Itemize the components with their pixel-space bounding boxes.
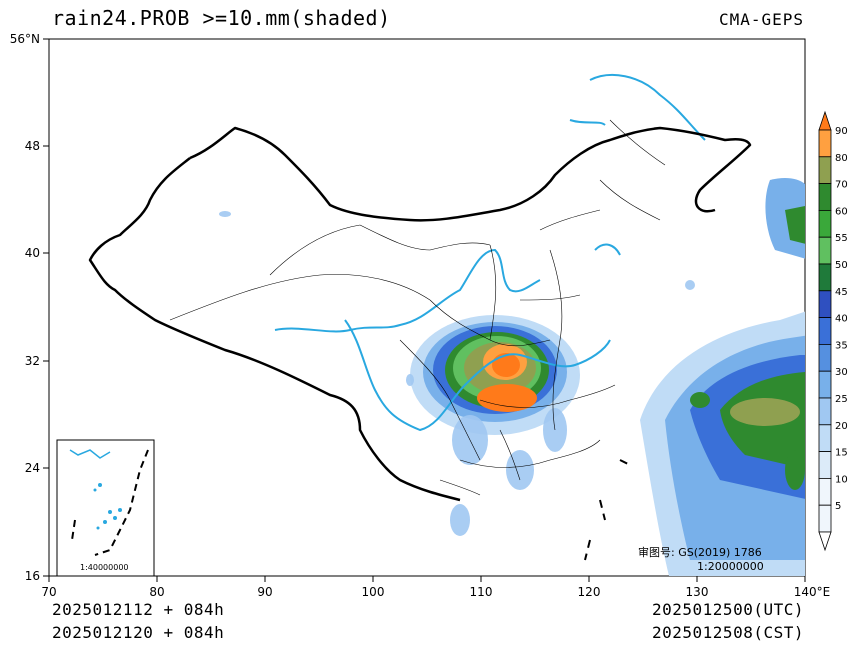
colorbar-level-label: 70	[835, 180, 848, 191]
latitude-axis: 56°N 48 40 32 24 16	[10, 32, 49, 583]
lat-tick-label: 24	[25, 461, 40, 475]
lat-tick-label: 16	[25, 569, 40, 583]
colorbar-level-label: 80	[835, 153, 848, 164]
colorbar-swatch	[819, 425, 831, 452]
colorbar: 90 80 70 60 55 50 45 40 35 30 25 20 15 10 5	[819, 112, 848, 550]
colorbar-top-arrow	[819, 112, 831, 130]
colorbar-level-label: 45	[835, 287, 848, 298]
colorbar-level-label: 50	[835, 260, 848, 271]
colorbar-level-label: 90	[835, 126, 848, 137]
colorbar-swatch	[819, 478, 831, 505]
lon-tick-label: 100	[362, 585, 385, 599]
lon-tick-label: 70	[41, 585, 56, 599]
valid-time-utc: 2025012500(UTC)	[652, 600, 804, 619]
forecast-map: 1:40000000 审图号: GS(2019) 1786 1:20000000…	[0, 0, 860, 600]
lon-tick-label: 140°E	[794, 585, 831, 599]
south-china-sea-inset: 1:40000000	[57, 440, 154, 576]
colorbar-level-label: 55	[835, 233, 848, 244]
colorbar-swatch	[819, 130, 831, 157]
longitude-axis: 70 80 90 100 110 120 130 140°E	[41, 576, 830, 599]
colorbar-level-label: 60	[835, 206, 848, 217]
lon-tick-label: 120	[578, 585, 601, 599]
inset-scale-label: 1:40000000	[80, 563, 129, 572]
colorbar-swatch	[819, 184, 831, 211]
colorbar-level-label: 40	[835, 314, 848, 325]
colorbar-swatch	[819, 157, 831, 184]
init-time-utc: 2025012112 + 084h	[52, 600, 224, 619]
colorbar-level-label: 35	[835, 340, 848, 351]
map-approval-number: 审图号: GS(2019) 1786	[638, 545, 762, 559]
colorbar-swatch	[819, 264, 831, 291]
colorbar-swatch	[819, 291, 831, 318]
lon-tick-label: 90	[257, 585, 272, 599]
lon-tick-label: 130	[686, 585, 709, 599]
colorbar-level-label: 25	[835, 394, 848, 405]
colorbar-swatch	[819, 237, 831, 264]
colorbar-swatch	[819, 371, 831, 398]
lon-tick-label: 80	[149, 585, 164, 599]
lat-tick-label: 56°N	[10, 32, 40, 46]
lat-tick-label: 32	[25, 354, 40, 368]
lon-tick-label: 110	[470, 585, 493, 599]
colorbar-swatch	[819, 344, 831, 371]
colorbar-swatch	[819, 505, 831, 532]
colorbar-swatch	[819, 210, 831, 237]
valid-time-cst: 2025012508(CST)	[652, 623, 804, 642]
colorbar-level-label: 10	[835, 474, 848, 485]
init-time-cst: 2025012120 + 084h	[52, 623, 224, 642]
colorbar-swatch	[819, 398, 831, 425]
map-scale-label: 1:20000000	[697, 560, 764, 573]
colorbar-bottom-arrow	[819, 532, 831, 550]
colorbar-level-label: 30	[835, 367, 848, 378]
colorbar-swatch	[819, 318, 831, 345]
colorbar-level-label: 15	[835, 448, 848, 459]
lat-tick-label: 40	[25, 246, 40, 260]
colorbar-level-label: 20	[835, 421, 848, 432]
lat-tick-label: 48	[25, 139, 40, 153]
colorbar-swatch	[819, 452, 831, 479]
colorbar-level-label: 5	[835, 501, 841, 512]
